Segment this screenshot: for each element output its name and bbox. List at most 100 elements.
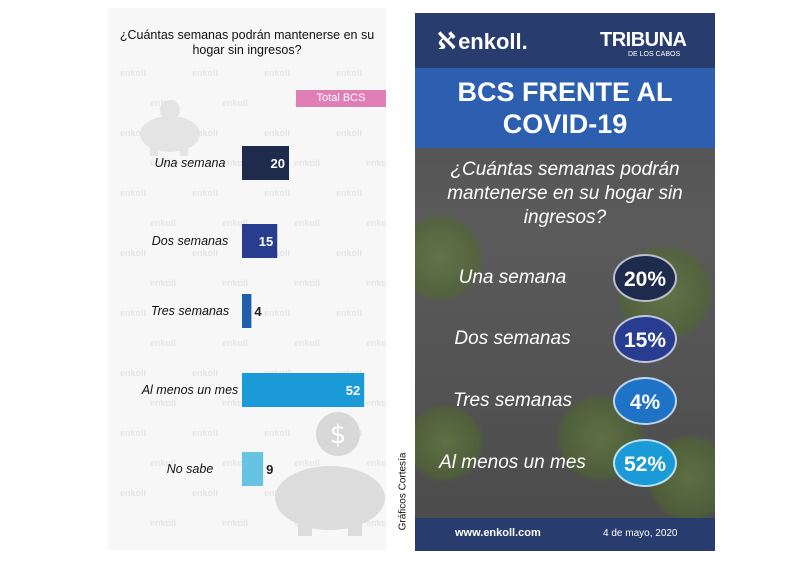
watermark-text: enkoll [222,98,249,108]
question-line2: mantenerse en su hogar sin [447,183,683,204]
watermark-text: enkoll [336,548,362,550]
watermark-text: enkoll [120,368,147,378]
watermark-text: enkoll [192,68,219,78]
question-line3: ingresos? [523,207,607,228]
watermark-text: enkoll [192,128,219,138]
watermark-text: enkoll [222,278,249,288]
watermark-text: enkoll [336,188,363,198]
enkoll-logo-text: enkoll. [458,29,528,54]
watermark-text: enkoll [366,338,386,348]
virus-decoration [415,403,485,483]
headline-line1: BCS FRENTE AL [457,77,673,107]
watermark-text: enkoll [150,158,177,168]
watermark-text: enkoll [222,218,249,228]
data-label: 4 [254,304,262,319]
watermark-text: enkoll [120,68,147,78]
watermark-text: enkoll [294,218,321,228]
watermark-text: enkoll [192,308,219,318]
answer-percent-circle: 20% [613,254,677,302]
watermark-text: enkoll [222,158,249,168]
category-label: Al menos un mes [141,383,239,397]
piggy-bank-icon: $ [275,412,385,536]
watermark-text: enkoll [336,308,363,318]
answer-percent-circle: 4% [613,377,677,425]
data-label: 9 [266,462,273,477]
watermark-text: enkoll [150,398,177,408]
watermark-text: enkoll [366,158,386,168]
answer-label: Al menos un mes [439,452,586,473]
bar [242,146,289,180]
watermark-text: enkoll [222,518,249,528]
watermark-text: enkoll [120,308,147,318]
watermark-text: enkoll [192,248,219,258]
answer-percent-circle: 15% [613,315,677,363]
question-text: ¿Cuántas semanas podrán mantenerse en su… [415,158,715,230]
watermark-text: enkoll [150,218,177,228]
watermark-text: enkoll [192,488,219,498]
answer-label: Una semana [458,267,567,288]
bar [242,224,278,258]
watermark-text: enkoll [192,548,218,550]
watermark-text: enkoll [192,188,219,198]
answer-label: Dos semanas [454,328,571,349]
watermark-text: enkoll [264,128,291,138]
category-label: No sabe [167,462,214,476]
data-label: 20 [271,156,285,171]
watermark-text: enkoll [222,398,249,408]
header-bar: ℵenkoll. TRIBUNA DE LOS CABOS [415,13,715,68]
data-label: 52 [346,383,360,398]
credit-text: Gráficos Cortesía [397,452,409,531]
left-chart-panel: enkoll enkoll enkoll enkoll enkoll enkoll enko… [108,8,386,550]
tribuna-logo: TRIBUNA [600,29,687,51]
answer-label: Tres semanas [453,390,572,411]
watermark-text: enkoll [336,68,363,78]
virus-decoration [415,213,485,303]
chart-title-line1: ¿Cuántas semanas podrán mantenerse en su [119,28,375,42]
watermark-text: enkoll [294,278,321,288]
image-credit: Gráficos Cortesía [392,438,409,548]
watermark-text: enkoll [222,338,249,348]
footer-url[interactable]: www.enkoll.com [455,527,541,539]
watermark-text: enkoll [336,248,363,258]
watermark-text: enkoll [264,68,291,78]
watermark-text: enkoll [366,278,386,288]
category-label: Tres semanas [151,304,229,318]
category-label: Una semana [155,156,226,170]
watermark-text: enkoll [120,248,147,258]
watermark-text: enkoll [294,158,321,168]
watermark-text: enkoll [120,128,147,138]
watermark-text: enkoll [192,368,219,378]
watermark-text: enkoll [264,308,291,318]
watermark-text: enkoll [120,548,146,550]
watermark-text: enkoll [150,458,177,468]
watermark-text: enkoll [264,548,290,550]
watermark-text: enkoll [192,428,219,438]
watermark-text: enkoll [264,188,291,198]
bar-chart: Una semana 20 Dos semanas 15 Tres semanas 4 Al… [141,146,365,486]
category-label: Dos semanas [152,234,228,248]
enkoll-logo: ℵenkoll. [437,27,528,56]
tribuna-logo-sub: DE LOS CABOS [628,51,681,58]
watermark-text: enkoll [150,338,177,348]
piggy-bank-icon [140,100,200,156]
bar [242,373,365,407]
data-label: 15 [259,234,273,249]
watermark-text: enkoll [294,338,321,348]
bar [242,294,252,328]
watermark-text: enkoll [366,458,386,468]
watermark-text: enkoll [120,428,147,438]
footer-bar: www.enkoll.com 4 de mayo, 2020 [415,518,715,551]
bar [242,452,264,486]
watermark-text: enkoll [150,518,177,528]
question-line1: ¿Cuántas semanas podrán [450,159,680,180]
series-legend: Total BCS [296,90,386,107]
watermark-text: enkoll [120,188,147,198]
svg-text:$: $ [330,420,347,450]
enkoll-mark-icon: ℵ [437,28,457,55]
watermark-text: enkoll [294,458,321,468]
right-infographic-panel: ℵenkoll. TRIBUNA DE LOS CABOS BCS FRENTE… [415,13,715,551]
watermark-text: enkoll [366,218,386,228]
watermark-text: enkoll [120,488,147,498]
watermark-text: enkoll [366,398,386,408]
watermark-text: enkoll [222,458,249,468]
